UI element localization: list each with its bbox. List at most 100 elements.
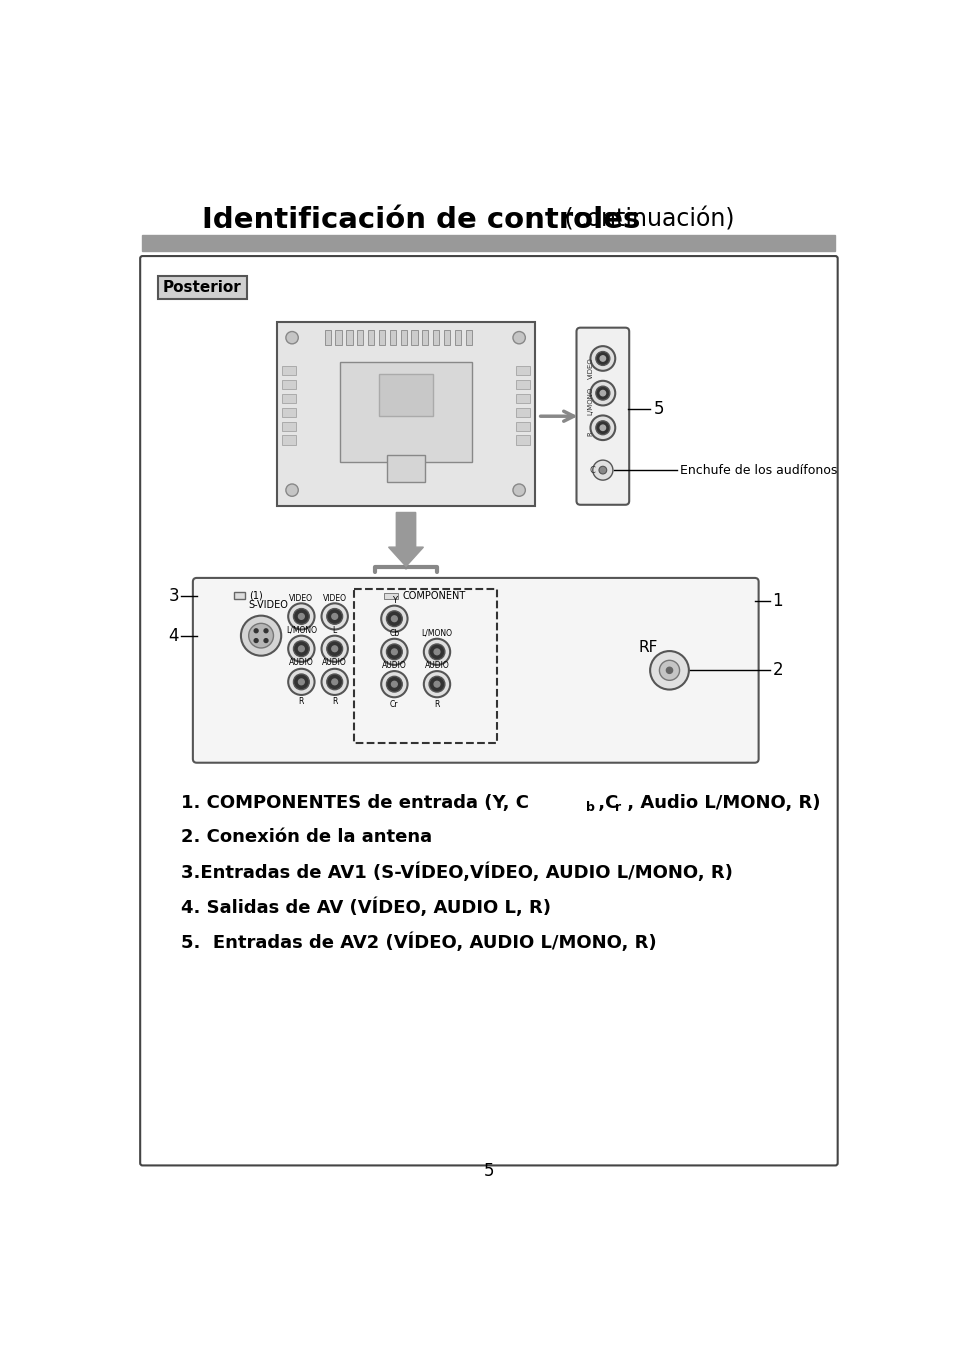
Text: Posterior: Posterior bbox=[163, 280, 241, 295]
Circle shape bbox=[649, 651, 688, 689]
Circle shape bbox=[423, 671, 450, 697]
Circle shape bbox=[381, 639, 407, 665]
Circle shape bbox=[332, 613, 337, 619]
Circle shape bbox=[321, 636, 348, 662]
Circle shape bbox=[434, 648, 439, 655]
Circle shape bbox=[666, 667, 672, 673]
Bar bbox=[400, 330, 406, 346]
Bar bbox=[443, 330, 450, 346]
FancyBboxPatch shape bbox=[140, 257, 837, 1166]
Circle shape bbox=[381, 605, 407, 632]
Bar bbox=[386, 455, 425, 482]
Circle shape bbox=[294, 640, 309, 657]
Circle shape bbox=[294, 674, 309, 690]
Text: r: r bbox=[615, 801, 620, 815]
Bar bbox=[324, 330, 331, 346]
Text: Identificación de controles: Identificación de controles bbox=[202, 205, 640, 234]
Text: VIDEO: VIDEO bbox=[587, 358, 593, 380]
FancyBboxPatch shape bbox=[576, 328, 629, 505]
Bar bbox=[390, 330, 395, 346]
Circle shape bbox=[288, 604, 314, 630]
Text: Y: Y bbox=[392, 596, 396, 605]
Bar bbox=[354, 589, 497, 743]
Text: 4: 4 bbox=[169, 627, 179, 644]
Text: 3: 3 bbox=[168, 586, 179, 605]
Text: L: L bbox=[333, 626, 336, 635]
Text: 5: 5 bbox=[483, 1162, 494, 1179]
Bar bbox=[368, 330, 374, 346]
Circle shape bbox=[590, 346, 615, 370]
Circle shape bbox=[423, 639, 450, 665]
Text: 4. Salidas de AV (VÍDEO, AUDIO L, R): 4. Salidas de AV (VÍDEO, AUDIO L, R) bbox=[181, 897, 551, 917]
Bar bbox=[340, 362, 472, 462]
Bar bbox=[516, 394, 530, 403]
Text: 2. Conexión de la antena: 2. Conexión de la antena bbox=[181, 828, 432, 846]
Text: 5: 5 bbox=[654, 400, 664, 417]
Text: L/MONO: L/MONO bbox=[587, 386, 593, 415]
FancyBboxPatch shape bbox=[193, 578, 758, 763]
Text: 2: 2 bbox=[772, 662, 782, 680]
Bar bbox=[516, 380, 530, 389]
Text: C: C bbox=[589, 466, 595, 474]
Circle shape bbox=[253, 639, 258, 643]
Bar bbox=[282, 366, 295, 376]
Circle shape bbox=[391, 681, 396, 688]
Bar bbox=[455, 330, 460, 346]
Text: b: b bbox=[585, 801, 594, 815]
Bar bbox=[282, 394, 295, 403]
Circle shape bbox=[294, 608, 309, 624]
Circle shape bbox=[381, 671, 407, 697]
FancyBboxPatch shape bbox=[276, 323, 535, 507]
Bar bbox=[516, 408, 530, 417]
Circle shape bbox=[391, 648, 396, 655]
Text: AUDIO: AUDIO bbox=[381, 662, 406, 670]
Circle shape bbox=[596, 351, 609, 365]
Circle shape bbox=[286, 484, 298, 496]
Circle shape bbox=[386, 677, 402, 692]
Circle shape bbox=[513, 484, 525, 496]
FancyArrow shape bbox=[388, 512, 423, 566]
Bar bbox=[356, 330, 363, 346]
Bar bbox=[378, 330, 385, 346]
Bar bbox=[233, 592, 245, 600]
Bar bbox=[465, 330, 472, 346]
Circle shape bbox=[288, 636, 314, 662]
Bar bbox=[516, 366, 530, 376]
Circle shape bbox=[598, 466, 606, 474]
Text: AUDIO: AUDIO bbox=[322, 658, 347, 667]
Text: AUDIO: AUDIO bbox=[289, 658, 314, 667]
Text: RF: RF bbox=[638, 640, 658, 655]
Text: R: R bbox=[332, 697, 337, 707]
Circle shape bbox=[321, 604, 348, 630]
Circle shape bbox=[429, 677, 444, 692]
Bar bbox=[422, 330, 428, 346]
Bar bbox=[516, 422, 530, 431]
Circle shape bbox=[434, 681, 439, 688]
Circle shape bbox=[596, 386, 609, 400]
Circle shape bbox=[592, 461, 612, 480]
Circle shape bbox=[298, 613, 304, 619]
Circle shape bbox=[264, 639, 268, 643]
Text: AUDIO: AUDIO bbox=[424, 662, 449, 670]
Circle shape bbox=[249, 623, 274, 648]
Bar bbox=[282, 422, 295, 431]
Text: VIDEO: VIDEO bbox=[289, 593, 313, 603]
Text: L/MONO: L/MONO bbox=[421, 630, 452, 638]
Text: (continuación): (continuación) bbox=[557, 208, 734, 232]
Circle shape bbox=[321, 669, 348, 694]
Text: VIDEO: VIDEO bbox=[322, 593, 346, 603]
Circle shape bbox=[298, 680, 304, 685]
Circle shape bbox=[253, 628, 258, 632]
Circle shape bbox=[391, 616, 396, 621]
Circle shape bbox=[599, 426, 605, 431]
Text: 5.  Entradas de AV2 (VÍDEO, AUDIO L/MONO, R): 5. Entradas de AV2 (VÍDEO, AUDIO L/MONO,… bbox=[181, 932, 657, 951]
Circle shape bbox=[327, 608, 342, 624]
Text: Enchufe de los audífonos: Enchufe de los audífonos bbox=[679, 463, 836, 477]
Bar bbox=[158, 276, 247, 299]
Text: (1): (1) bbox=[249, 590, 262, 601]
Text: 1: 1 bbox=[772, 592, 782, 611]
Text: Cb: Cb bbox=[389, 630, 399, 638]
Circle shape bbox=[599, 390, 605, 396]
Text: R: R bbox=[587, 431, 593, 435]
Text: L/MONO: L/MONO bbox=[286, 626, 316, 635]
